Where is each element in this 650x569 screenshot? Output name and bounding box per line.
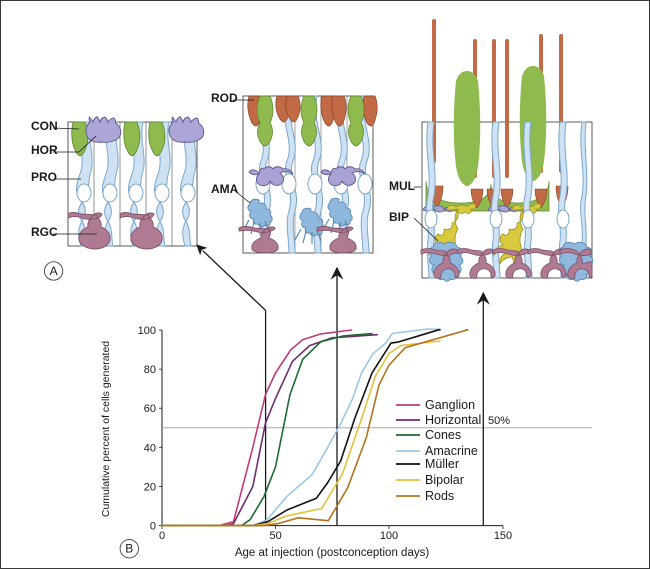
- svg-text:BIP: BIP: [389, 210, 409, 224]
- svg-text:0: 0: [159, 530, 165, 542]
- svg-text:RGC: RGC: [31, 225, 58, 239]
- svg-text:Horizontal: Horizontal: [425, 413, 481, 427]
- svg-text:ROD: ROD: [211, 91, 238, 105]
- svg-text:PRO: PRO: [31, 170, 57, 184]
- svg-text:50: 50: [269, 530, 281, 542]
- svg-text:50%: 50%: [488, 415, 510, 427]
- svg-text:Rods: Rods: [425, 489, 454, 503]
- svg-text:Bipolar: Bipolar: [425, 473, 464, 487]
- svg-text:Age at injection (postconcepti: Age at injection (postconception days): [235, 547, 430, 559]
- svg-text:40: 40: [144, 442, 156, 454]
- svg-text:150: 150: [494, 530, 512, 542]
- svg-text:60: 60: [144, 403, 156, 415]
- svg-text:Ganglion: Ganglion: [425, 398, 475, 412]
- svg-text:A: A: [50, 264, 58, 278]
- svg-text:Amacrine: Amacrine: [425, 444, 478, 458]
- svg-text:Cones: Cones: [425, 428, 461, 442]
- svg-text:HOR: HOR: [31, 143, 58, 157]
- svg-text:0: 0: [150, 521, 156, 533]
- svg-text:CON: CON: [31, 119, 58, 133]
- svg-text:Müller: Müller: [425, 457, 459, 471]
- svg-text:Cumulative percent of cells ge: Cumulative percent of cells generated: [100, 341, 112, 517]
- svg-text:100: 100: [138, 325, 156, 337]
- svg-text:20: 20: [144, 481, 156, 493]
- svg-text:B: B: [125, 542, 133, 556]
- svg-text:MUL: MUL: [389, 179, 415, 193]
- svg-text:AMA: AMA: [211, 182, 239, 196]
- svg-text:100: 100: [380, 530, 398, 542]
- svg-text:80: 80: [144, 364, 156, 376]
